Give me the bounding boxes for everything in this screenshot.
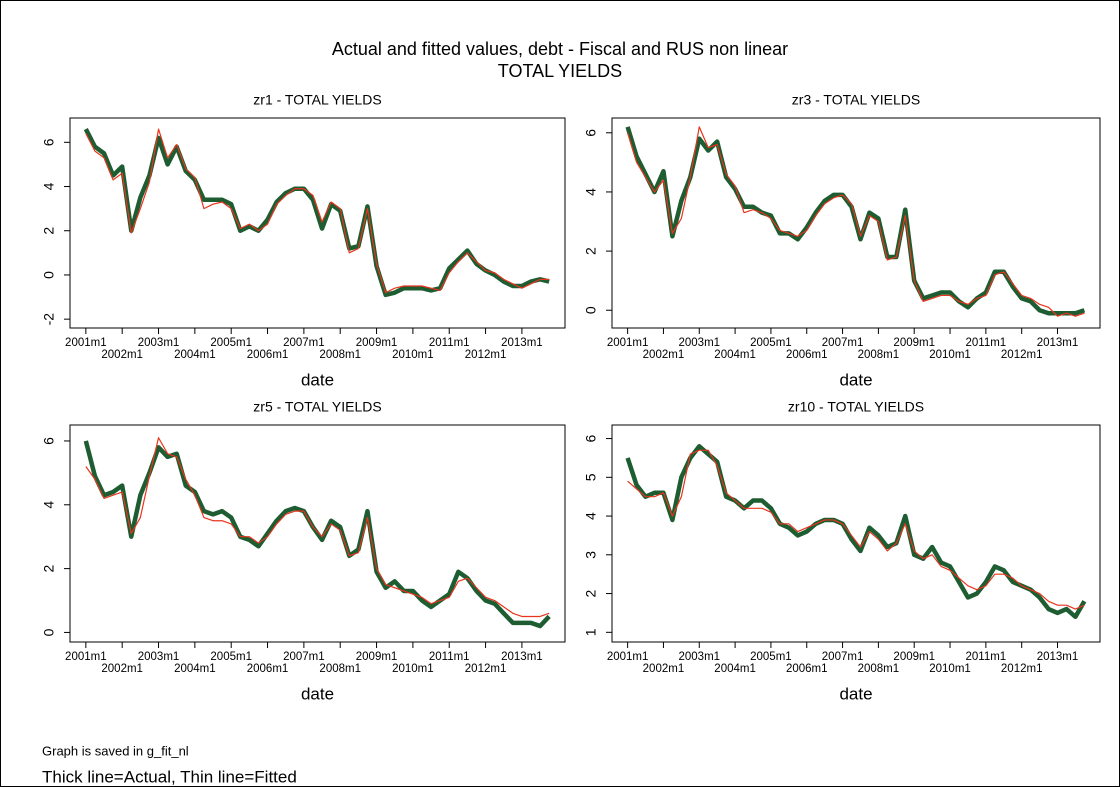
series-line [83,440,551,629]
x-tick-label: 2007m1 [822,337,864,349]
x-tick-label: 2012m1 [1001,663,1043,675]
x-tick-label: 2007m1 [822,651,864,663]
x-tick-label: 2008m1 [858,663,900,675]
plot-frame [69,424,566,643]
x-tick-label: 2010m1 [392,349,434,361]
plot-frame [611,117,1101,329]
y-tick-label: 1 [583,628,599,636]
series-line [625,126,1086,316]
x-tick-label: 2003m1 [678,651,720,663]
y-tick-label: 0 [41,628,57,636]
chart-title: zr10 - TOTAL YIELDS [788,399,924,415]
x-tick-label: 2001m1 [607,651,649,663]
x-tick-label: 2008m1 [858,349,900,361]
y-tick-label: 4 [583,512,599,520]
x-tick-label: 2005m1 [210,337,252,349]
chart-title: zr1 - TOTAL YIELDS [253,92,381,108]
x-tick-label: 2006m1 [786,663,828,675]
x-tick-label: 2012m1 [465,663,507,675]
x-tick-label: 2012m1 [1001,349,1043,361]
y-tick-label: 2 [583,247,599,255]
y-tick-label: 2 [41,565,57,573]
x-tick-label: 2008m1 [319,349,361,361]
x-tick-label: 2002m1 [643,663,685,675]
x-tick-label: 2005m1 [750,337,792,349]
x-tick-label: 2013m1 [1037,651,1079,663]
y-tick-label: 4 [583,188,599,196]
chart-title: zr5 - TOTAL YIELDS [253,399,381,415]
x-axis-label: date [839,370,872,389]
x-tick-label: 2001m1 [65,651,107,663]
x-tick-label: 2003m1 [138,651,180,663]
x-tick-label: 2001m1 [607,337,649,349]
x-tick-label: 2004m1 [714,663,756,675]
x-tick-label: 2010m1 [929,663,971,675]
x-tick-label: 2003m1 [138,337,180,349]
x-tick-label: 2009m1 [356,651,398,663]
x-tick-label: 2004m1 [174,663,216,675]
x-tick-label: 2006m1 [786,349,828,361]
y-tick-label: 6 [583,129,599,137]
x-tick-label: 2012m1 [465,349,507,361]
y-tick-label: 5 [583,473,599,481]
y-tick-label: 4 [41,182,57,190]
x-tick-label: 2013m1 [501,337,543,349]
x-tick-label: 2001m1 [65,337,107,349]
x-tick-label: 2013m1 [1037,337,1079,349]
x-tick-label: 2009m1 [893,337,935,349]
x-tick-label: 2013m1 [501,651,543,663]
series-line [627,126,1085,317]
y-tick-label: 6 [41,138,57,146]
series-line [627,449,1085,610]
y-tick-label: -2 [41,313,57,326]
x-tick-label: 2005m1 [750,651,792,663]
y-tick-label: 4 [41,501,57,509]
series-line [85,128,550,294]
x-tick-label: 2009m1 [356,337,398,349]
x-tick-label: 2004m1 [714,349,756,361]
figure-title: Actual and fitted values, debt - Fiscal … [332,39,788,59]
x-axis-label: date [839,684,872,703]
y-tick-label: 2 [583,589,599,597]
x-tick-label: 2009m1 [893,651,935,663]
x-tick-label: 2007m1 [283,337,325,349]
x-axis-label: date [301,370,334,389]
x-tick-label: 2004m1 [174,349,216,361]
x-tick-label: 2002m1 [101,349,143,361]
chart-title: zr3 - TOTAL YIELDS [792,92,920,108]
x-tick-label: 2005m1 [210,651,252,663]
x-tick-label: 2008m1 [319,663,361,675]
y-tick-label: 0 [41,271,57,279]
y-tick-label: 6 [583,434,599,442]
x-tick-label: 2006m1 [247,349,289,361]
x-tick-label: 2011m1 [429,337,470,349]
series-line [85,437,550,618]
note: Graph is saved in g_fit_nl [42,743,189,758]
x-tick-label: 2007m1 [283,651,325,663]
x-tick-label: 2011m1 [429,651,470,663]
x-tick-label: 2002m1 [643,349,685,361]
x-tick-label: 2010m1 [929,349,971,361]
x-tick-label: 2006m1 [247,663,289,675]
x-tick-label: 2011m1 [966,337,1007,349]
plot-frame [69,117,566,329]
note: Thick line=Actual, Thin line=Fitted [42,767,297,786]
figure-subtitle: TOTAL YIELDS [498,61,622,81]
x-tick-label: 2011m1 [966,651,1007,663]
x-tick-label: 2002m1 [101,663,143,675]
plot-frame [611,424,1101,643]
x-tick-label: 2003m1 [678,337,720,349]
x-axis-label: date [301,684,334,703]
y-tick-label: 2 [41,227,57,235]
y-tick-label: 0 [583,306,599,314]
x-tick-label: 2010m1 [392,663,434,675]
y-tick-label: 6 [41,437,57,445]
y-tick-label: 3 [583,551,599,559]
